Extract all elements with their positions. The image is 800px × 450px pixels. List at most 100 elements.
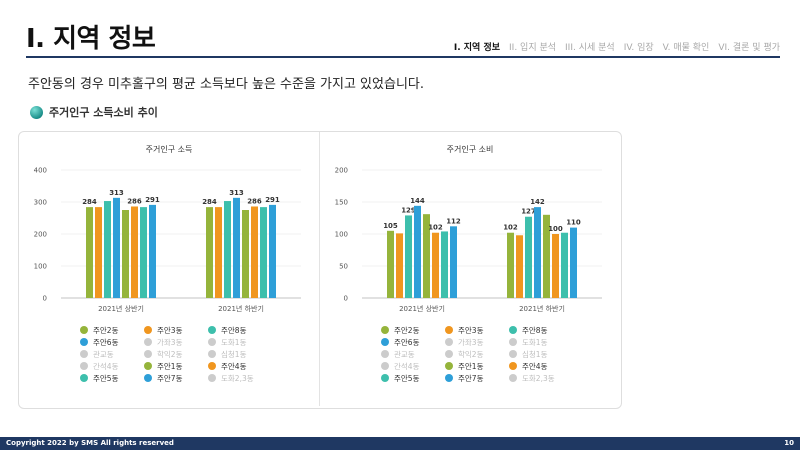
legend-item[interactable]: 주안3동 xyxy=(144,325,208,335)
legend-item[interactable]: 도화1동 xyxy=(509,337,573,347)
nav-item-region-info[interactable]: I. 지역 정보 xyxy=(453,43,501,53)
spending-legend: 주안2동 주안3동 주안8동 주안6동 가좌3동 도화1동 관교동 학익2동 심청1동 간석4동 주… xyxy=(381,325,573,383)
legend-label: 간석4동 xyxy=(394,361,420,371)
y-tick-label: 100 xyxy=(335,231,348,239)
legend-dot-icon xyxy=(381,350,389,358)
legend-dot-icon xyxy=(509,374,517,382)
legend-item[interactable]: 주안8동 xyxy=(509,325,573,335)
legend-dot-icon xyxy=(80,374,88,382)
legend-item[interactable]: 주안8동 xyxy=(208,325,272,335)
legend-label: 주안2동 xyxy=(93,325,119,335)
legend-dot-icon xyxy=(144,326,152,334)
bar xyxy=(405,215,412,298)
section-title: 주거인구 소득소비 추이 xyxy=(49,106,158,119)
legend-item[interactable]: 도화1동 xyxy=(208,337,272,347)
section-nav: I. 지역 정보 II. 입지 분석 III. 시세 분석 IV. 임장 V. … xyxy=(454,40,780,53)
bar xyxy=(441,231,448,298)
bar xyxy=(140,207,147,298)
y-tick-label: 150 xyxy=(335,199,348,207)
legend-item[interactable]: 주안1동 xyxy=(144,361,208,371)
legend-item[interactable]: 주안4동 xyxy=(509,361,573,371)
chart-title: 주거인구 소비 xyxy=(447,144,494,154)
y-tick-label: 0 xyxy=(43,295,47,303)
y-tick-label: 400 xyxy=(34,167,47,175)
legend-dot-icon xyxy=(208,326,216,334)
legend-dot-icon xyxy=(144,338,152,346)
legend-item[interactable]: 학익2동 xyxy=(144,349,208,359)
legend-item[interactable]: 간석4동 xyxy=(381,361,445,371)
legend-dot-icon xyxy=(509,326,517,334)
copyright-text: Copyright 2022 by SMS All rights reserve… xyxy=(6,439,174,447)
bar-value-label: 102 xyxy=(428,224,443,232)
bar-value-label: 102 xyxy=(503,224,518,232)
nav-item-conclusion[interactable]: VI. 결론 및 평가 xyxy=(718,43,780,53)
legend-label: 도화2,3동 xyxy=(221,373,254,383)
legend-label: 가좌3동 xyxy=(458,337,484,347)
bar-value-label: 313 xyxy=(109,189,124,197)
bar xyxy=(113,197,120,298)
legend-item[interactable]: 주안1동 xyxy=(445,361,509,371)
chart-divider xyxy=(319,132,320,406)
nav-item-price-analysis[interactable]: III. 시세 분석 xyxy=(565,43,615,53)
legend-item[interactable]: 주안5동 xyxy=(80,373,144,383)
legend-item[interactable]: 주안2동 xyxy=(80,325,144,335)
legend-label: 도화1동 xyxy=(221,337,247,347)
legend-item[interactable]: 주안5동 xyxy=(381,373,445,383)
nav-item-listing-check[interactable]: V. 매물 확인 xyxy=(662,43,710,53)
legend-item[interactable]: 학익2동 xyxy=(445,349,509,359)
legend-dot-icon xyxy=(208,338,216,346)
bar xyxy=(131,206,138,298)
footer: Copyright 2022 by SMS All rights reserve… xyxy=(0,437,800,450)
spending-chart: 주거인구 소비0501001502001051291441021122021년 … xyxy=(335,144,602,313)
bar-value-label: 105 xyxy=(383,222,398,230)
bar xyxy=(450,226,457,298)
legend-dot-icon xyxy=(445,326,453,334)
bar xyxy=(122,210,129,298)
bar xyxy=(516,235,523,298)
legend-item[interactable]: 도화2,3동 xyxy=(208,373,272,383)
nav-item-site-visit[interactable]: IV. 임장 xyxy=(623,43,654,53)
legend-dot-icon xyxy=(381,362,389,370)
bar xyxy=(260,207,267,298)
legend-dot-icon xyxy=(80,338,88,346)
legend-label: 주안4동 xyxy=(522,361,548,371)
bar xyxy=(432,232,439,298)
legend-item[interactable]: 주안7동 xyxy=(445,373,509,383)
y-tick-label: 200 xyxy=(335,167,348,175)
legend-dot-icon xyxy=(208,362,216,370)
legend-label: 주안3동 xyxy=(157,325,183,335)
legend-item[interactable]: 관교동 xyxy=(80,349,144,359)
nav-item-location-analysis[interactable]: II. 입지 분석 xyxy=(509,43,557,53)
legend-item[interactable]: 주안3동 xyxy=(445,325,509,335)
legend-item[interactable]: 간석4동 xyxy=(80,361,144,371)
bar-value-label: 110 xyxy=(566,219,581,227)
legend-item[interactable]: 도화2,3동 xyxy=(509,373,573,383)
legend-label: 심청1동 xyxy=(522,349,548,359)
page-number: 10 xyxy=(784,439,794,447)
bar xyxy=(552,234,559,298)
bar xyxy=(233,197,240,298)
x-tick-label: 2021년 상반기 xyxy=(98,304,144,313)
legend-item[interactable]: 주안6동 xyxy=(381,337,445,347)
bar-value-label: 284 xyxy=(202,198,217,206)
bar-value-label: 144 xyxy=(410,197,425,205)
legend-item[interactable]: 주안4동 xyxy=(208,361,272,371)
legend-item[interactable]: 주안2동 xyxy=(381,325,445,335)
legend-dot-icon xyxy=(208,350,216,358)
bar-value-label: 112 xyxy=(446,217,461,225)
bar xyxy=(215,207,222,298)
bar xyxy=(423,214,430,298)
legend-label: 간석4동 xyxy=(93,361,119,371)
bar xyxy=(104,201,111,298)
legend-item[interactable]: 주안6동 xyxy=(80,337,144,347)
legend-item[interactable]: 주안7동 xyxy=(144,373,208,383)
legend-item[interactable]: 심청1동 xyxy=(509,349,573,359)
legend-item[interactable]: 가좌3동 xyxy=(144,337,208,347)
legend-dot-icon xyxy=(445,338,453,346)
bar xyxy=(242,210,249,298)
bar xyxy=(224,201,231,298)
legend-item[interactable]: 가좌3동 xyxy=(445,337,509,347)
legend-item[interactable]: 관교동 xyxy=(381,349,445,359)
legend-item[interactable]: 심청1동 xyxy=(208,349,272,359)
bar xyxy=(251,206,258,298)
